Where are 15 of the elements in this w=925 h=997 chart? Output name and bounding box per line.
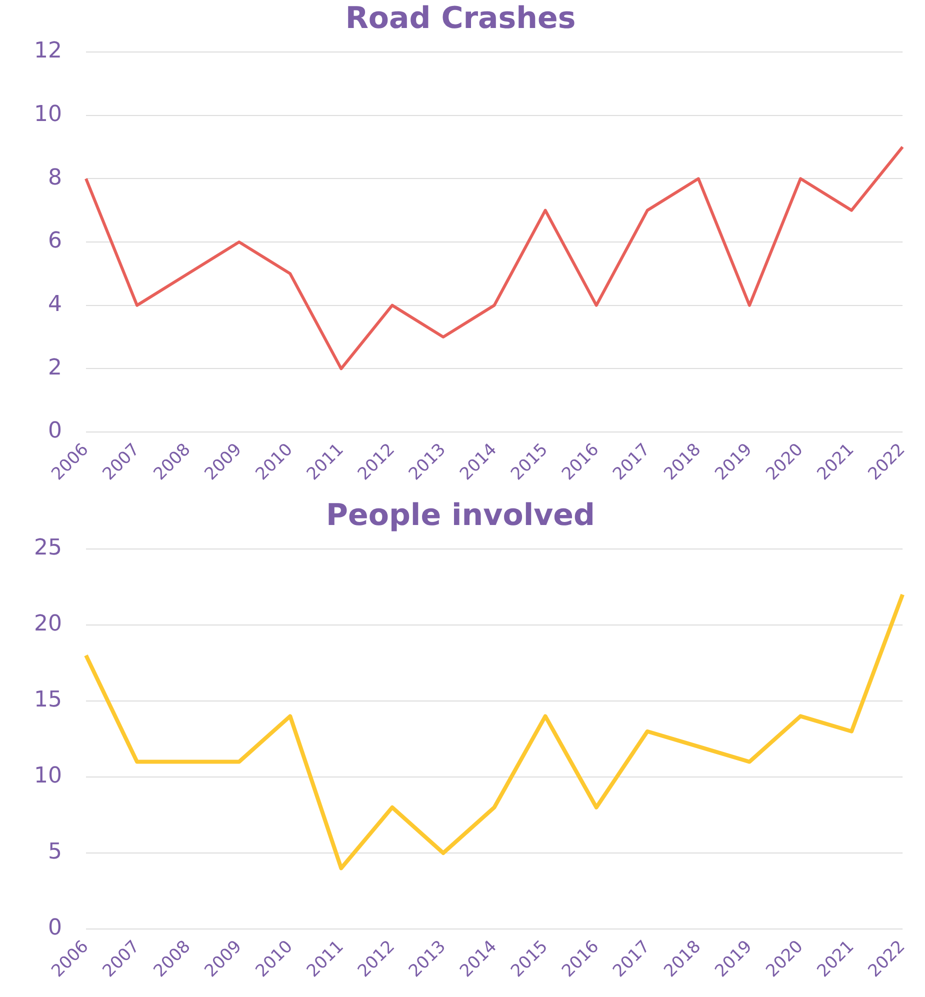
y-tick-label: 25 bbox=[34, 536, 62, 561]
chart-title: Road Crashes bbox=[345, 0, 576, 36]
y-tick-label: 15 bbox=[34, 688, 62, 713]
y-tick-label: 4 bbox=[48, 292, 62, 318]
y-tick-label: 2 bbox=[48, 355, 62, 380]
y-tick-label: 20 bbox=[34, 612, 62, 637]
chart-title: People involved bbox=[326, 498, 595, 533]
y-tick-label: 10 bbox=[34, 764, 62, 789]
y-tick-label: 0 bbox=[48, 916, 62, 941]
y-tick-label: 0 bbox=[48, 418, 62, 444]
y-tick-label: 12 bbox=[34, 38, 62, 64]
y-tick-label: 10 bbox=[34, 102, 62, 128]
y-tick-label: 5 bbox=[48, 840, 62, 865]
y-tick-label: 6 bbox=[48, 228, 62, 254]
y-tick-label: 8 bbox=[48, 165, 62, 190]
